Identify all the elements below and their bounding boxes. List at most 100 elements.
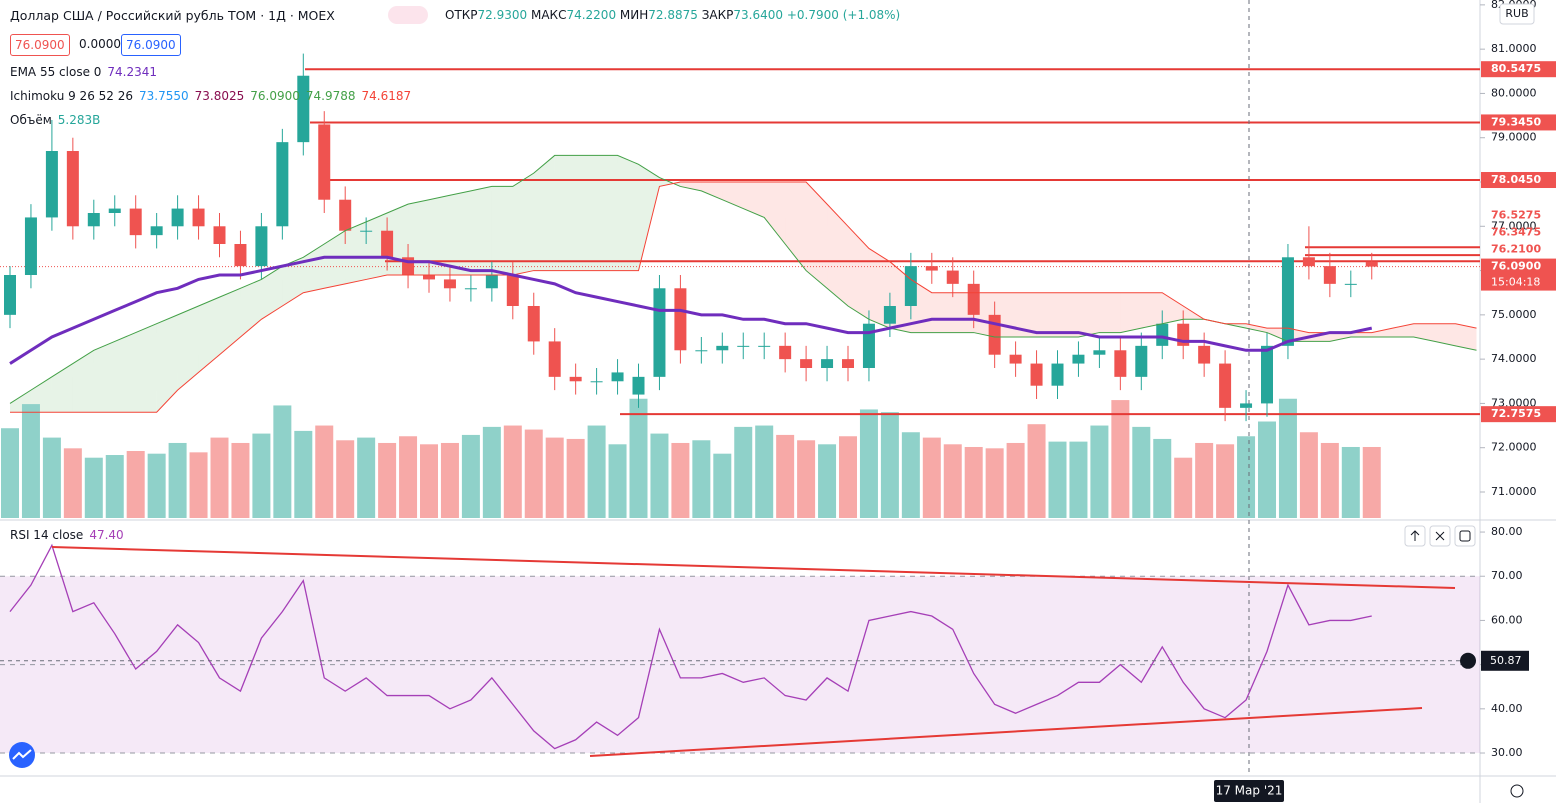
legend-ichimoku: Ichimoku 9 26 52 26 73.7550 73.8025 76.0900… [10,89,411,103]
buy-price[interactable]: 76.0900 [121,34,181,56]
price-label: 76.2100 [1491,243,1541,256]
volume-bar [315,425,334,518]
candle-body [862,323,875,368]
cloud-fill [219,288,241,355]
settings-button[interactable] [1510,784,1524,798]
candle-body [276,142,289,227]
cloud-fill [575,155,597,271]
tv-logo [9,742,35,768]
candle-body [988,314,1001,355]
legend-rsi: RSI 14 close 47.40 [10,528,124,542]
countdown: 15:04:18 [1491,276,1540,289]
cloud-fill [198,297,220,373]
symbol: Доллар США / Российский рубль ТОМ · 1Д ·… [10,8,335,23]
volume-bar [168,442,187,518]
cloud-fill [282,257,304,306]
price-label-box [1481,406,1556,423]
price-label-box [1481,172,1556,189]
crosshair-date: 17 Мар '21 [1216,784,1283,798]
ohlc: ОТКР72.9300 МАКС74.2200 МИН72.8875 ЗАКР7… [445,8,900,22]
volume-bar [1278,398,1297,518]
cloud-fill [51,363,73,413]
candle-body [423,274,435,280]
volume-bar [1362,446,1381,518]
status-pill[interactable] [388,6,428,24]
candle-body [967,283,980,315]
cloud-fill [114,332,136,413]
volume-bar [231,442,250,518]
cloud-fill [1036,292,1058,337]
volume-bar [42,437,61,518]
candle-body [925,266,938,271]
legend-value: 73.7550 [139,89,189,103]
volume-bar [1,428,19,518]
volume-bar [776,434,795,518]
volume-bar [734,426,753,518]
y-tick-label: 79.0000 [1491,131,1537,144]
cloud-fill [764,182,786,245]
candle-body [339,199,352,231]
candle-body [548,341,561,377]
y-tick-label: 40.00 [1491,702,1523,715]
y-tick-label: 75.0000 [1491,308,1537,321]
candle-body [1323,266,1336,284]
volume-bar [357,437,376,518]
label: МАКС [530,8,567,22]
label: ЗАКР [701,8,734,22]
candle-body [695,350,708,352]
candle-body [485,274,498,289]
candle-body [255,226,268,267]
maximize-button[interactable] [1454,525,1476,547]
cloud-fill [638,164,660,271]
cloud-fill [1015,292,1037,337]
candle-body [1051,363,1064,386]
change: +0.7900 (+1.08%) [786,8,901,22]
cloud-fill [429,195,450,275]
volume-bar [482,426,501,518]
legend-value: 74.2341 [107,65,158,79]
legend-name: Ichimoku 9 26 52 26 [10,89,133,103]
cloud-fill [680,182,702,191]
volume-bar [294,430,313,518]
candle-body [779,345,792,360]
price-label: 78.0450 [1491,173,1541,186]
volume-bar [1195,442,1214,518]
volume-bar [399,436,418,518]
volume-bar [901,432,920,518]
volume-bar [629,398,648,518]
cloud-fill [156,314,178,413]
candle-body [234,244,247,267]
volume-bar [985,448,1004,518]
currency-box[interactable] [1499,3,1535,25]
sell-price[interactable]: 76.0900 [10,34,70,56]
currency: RUB [1505,7,1528,20]
candle-body [527,305,540,342]
cloud-fill [1141,292,1163,329]
volume-bar [671,442,690,518]
cloud-fill [1162,292,1184,324]
legend-ema: EMA 55 close 0 74.2341 [10,65,157,79]
label: МИН [619,8,649,22]
rsi-line [9,543,1372,750]
candle-body [1365,261,1378,267]
volume-bar [1299,432,1318,518]
cloud-fill [345,221,367,284]
crosshair-price-box [1481,650,1529,671]
legend-value: 74.6187 [361,89,412,103]
cloud-fill [1099,292,1121,333]
volume-bar [1027,424,1046,518]
candle-body [1072,354,1085,364]
icon [1435,531,1445,541]
candle-body [737,345,750,347]
volume-bar [964,446,983,518]
add-button[interactable] [1460,652,1476,669]
cloud-span [10,181,1477,413]
legend-volume: Объём 5.283B [10,113,100,127]
icon [1459,530,1471,542]
volume-bar [1006,442,1025,518]
cloud-fill [30,376,52,413]
candle-body [590,381,603,383]
candle-body [4,274,16,315]
